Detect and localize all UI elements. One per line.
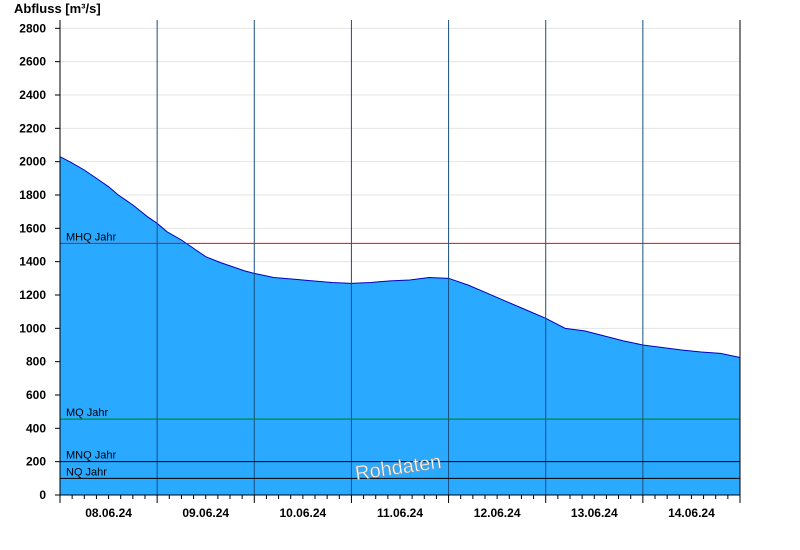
y-tick-label: 2400 bbox=[19, 88, 46, 102]
y-tick-label: 1200 bbox=[19, 288, 46, 302]
x-tick-label: 13.06.24 bbox=[571, 506, 618, 520]
reference-line-label: NQ Jahr bbox=[66, 466, 107, 478]
y-tick-label: 0 bbox=[39, 488, 46, 502]
y-tick-label: 400 bbox=[26, 421, 46, 435]
y-tick-label: 1000 bbox=[19, 321, 46, 335]
x-tick-label: 08.06.24 bbox=[85, 506, 132, 520]
y-tick-label: 2600 bbox=[19, 55, 46, 69]
reference-line-label: MHQ Jahr bbox=[66, 231, 116, 243]
y-tick-label: 2000 bbox=[19, 155, 46, 169]
y-tick-label: 600 bbox=[26, 388, 46, 402]
x-tick-label: 14.06.24 bbox=[668, 506, 715, 520]
y-tick-label: 2200 bbox=[19, 121, 46, 135]
discharge-line bbox=[59, 156, 741, 358]
y-tick-label: 800 bbox=[26, 355, 46, 369]
reference-line-label: MQ Jahr bbox=[66, 407, 109, 419]
x-axis-ticks: 08.06.24 09.06.24 10.06.24 11.06.24 12.06.24… bbox=[59, 495, 741, 520]
y-tick-label: 1600 bbox=[19, 221, 46, 235]
reference-line-label: MNQ Jahr bbox=[66, 450, 116, 462]
x-tick-label: 12.06.24 bbox=[474, 506, 521, 520]
reference-lines: MHQ Jahr MQ Jahr MNQ Jahr NQ Jahr bbox=[60, 231, 740, 479]
y-tick-label: 200 bbox=[26, 455, 46, 469]
x-tick-label: 10.06.24 bbox=[279, 506, 326, 520]
y-axis-title: Abfluss [m³/s] bbox=[14, 1, 101, 16]
discharge-area bbox=[60, 156, 740, 495]
y-tick-label: 1800 bbox=[19, 188, 46, 202]
y-tick-label: 1400 bbox=[19, 255, 46, 269]
x-tick-label: 11.06.24 bbox=[377, 506, 423, 520]
y-tick-label: 2800 bbox=[19, 21, 46, 35]
y-axis-ticks: 0 200 400 600 800 1000 1200 1400 1600 1800 2000 220… bbox=[19, 21, 60, 502]
day-separators bbox=[156, 20, 644, 495]
x-tick-label: 09.06.24 bbox=[182, 506, 229, 520]
